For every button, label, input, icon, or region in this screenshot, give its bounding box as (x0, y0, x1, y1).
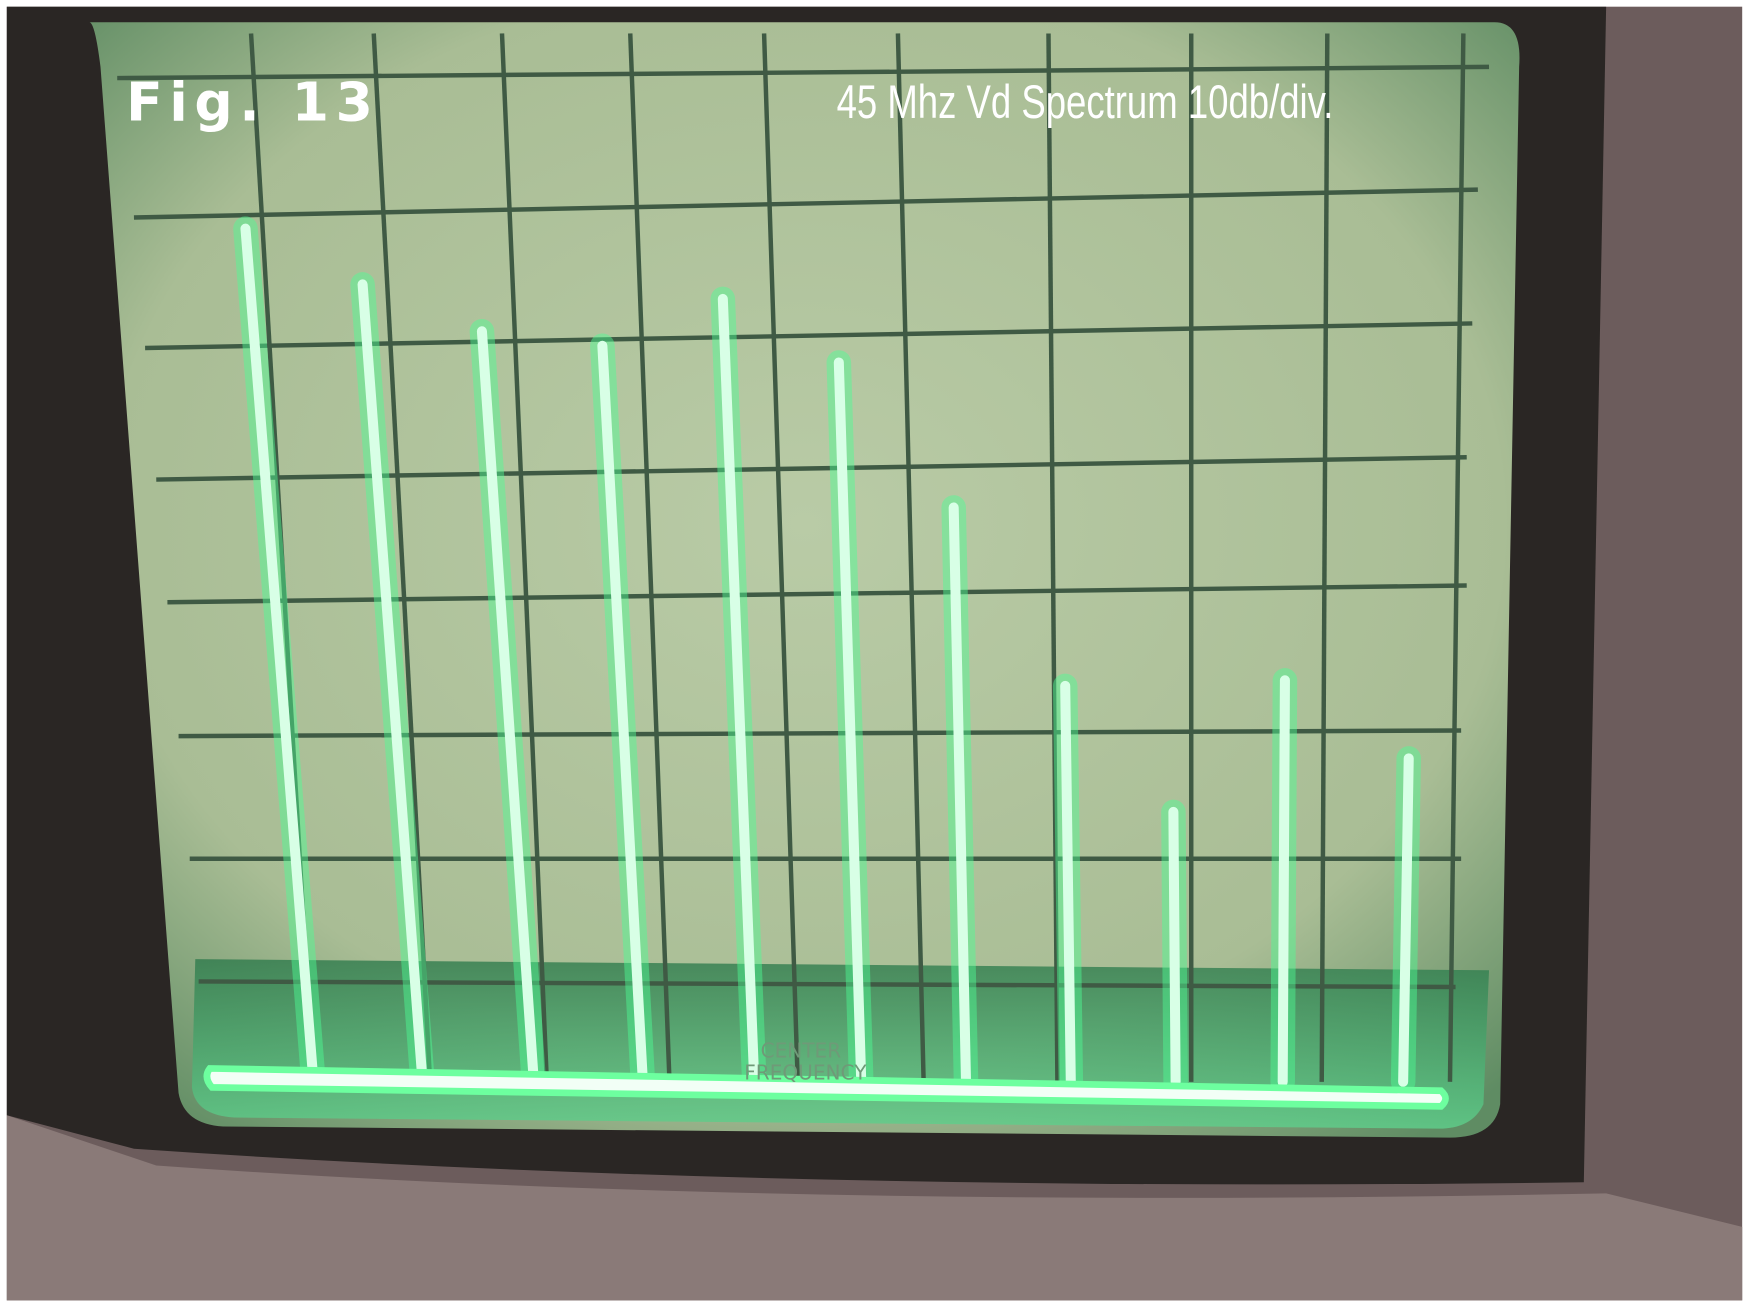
figure-label: Fig. 13 (126, 70, 379, 133)
spike (1173, 812, 1175, 1082)
spike (1403, 758, 1409, 1081)
page: CENTER FREQUENCY Fig. 13 45 Mhz Vd Spect… (0, 0, 1749, 1306)
center-label: CENTER (761, 1038, 842, 1062)
spike (1283, 680, 1285, 1082)
photo: CENTER FREQUENCY Fig. 13 45 Mhz Vd Spect… (0, 0, 1749, 1306)
center-label: FREQUENCY (744, 1061, 867, 1085)
spike (1065, 686, 1071, 1082)
caption: 45 Mhz Vd Spectrum 10db/div. (837, 76, 1334, 128)
